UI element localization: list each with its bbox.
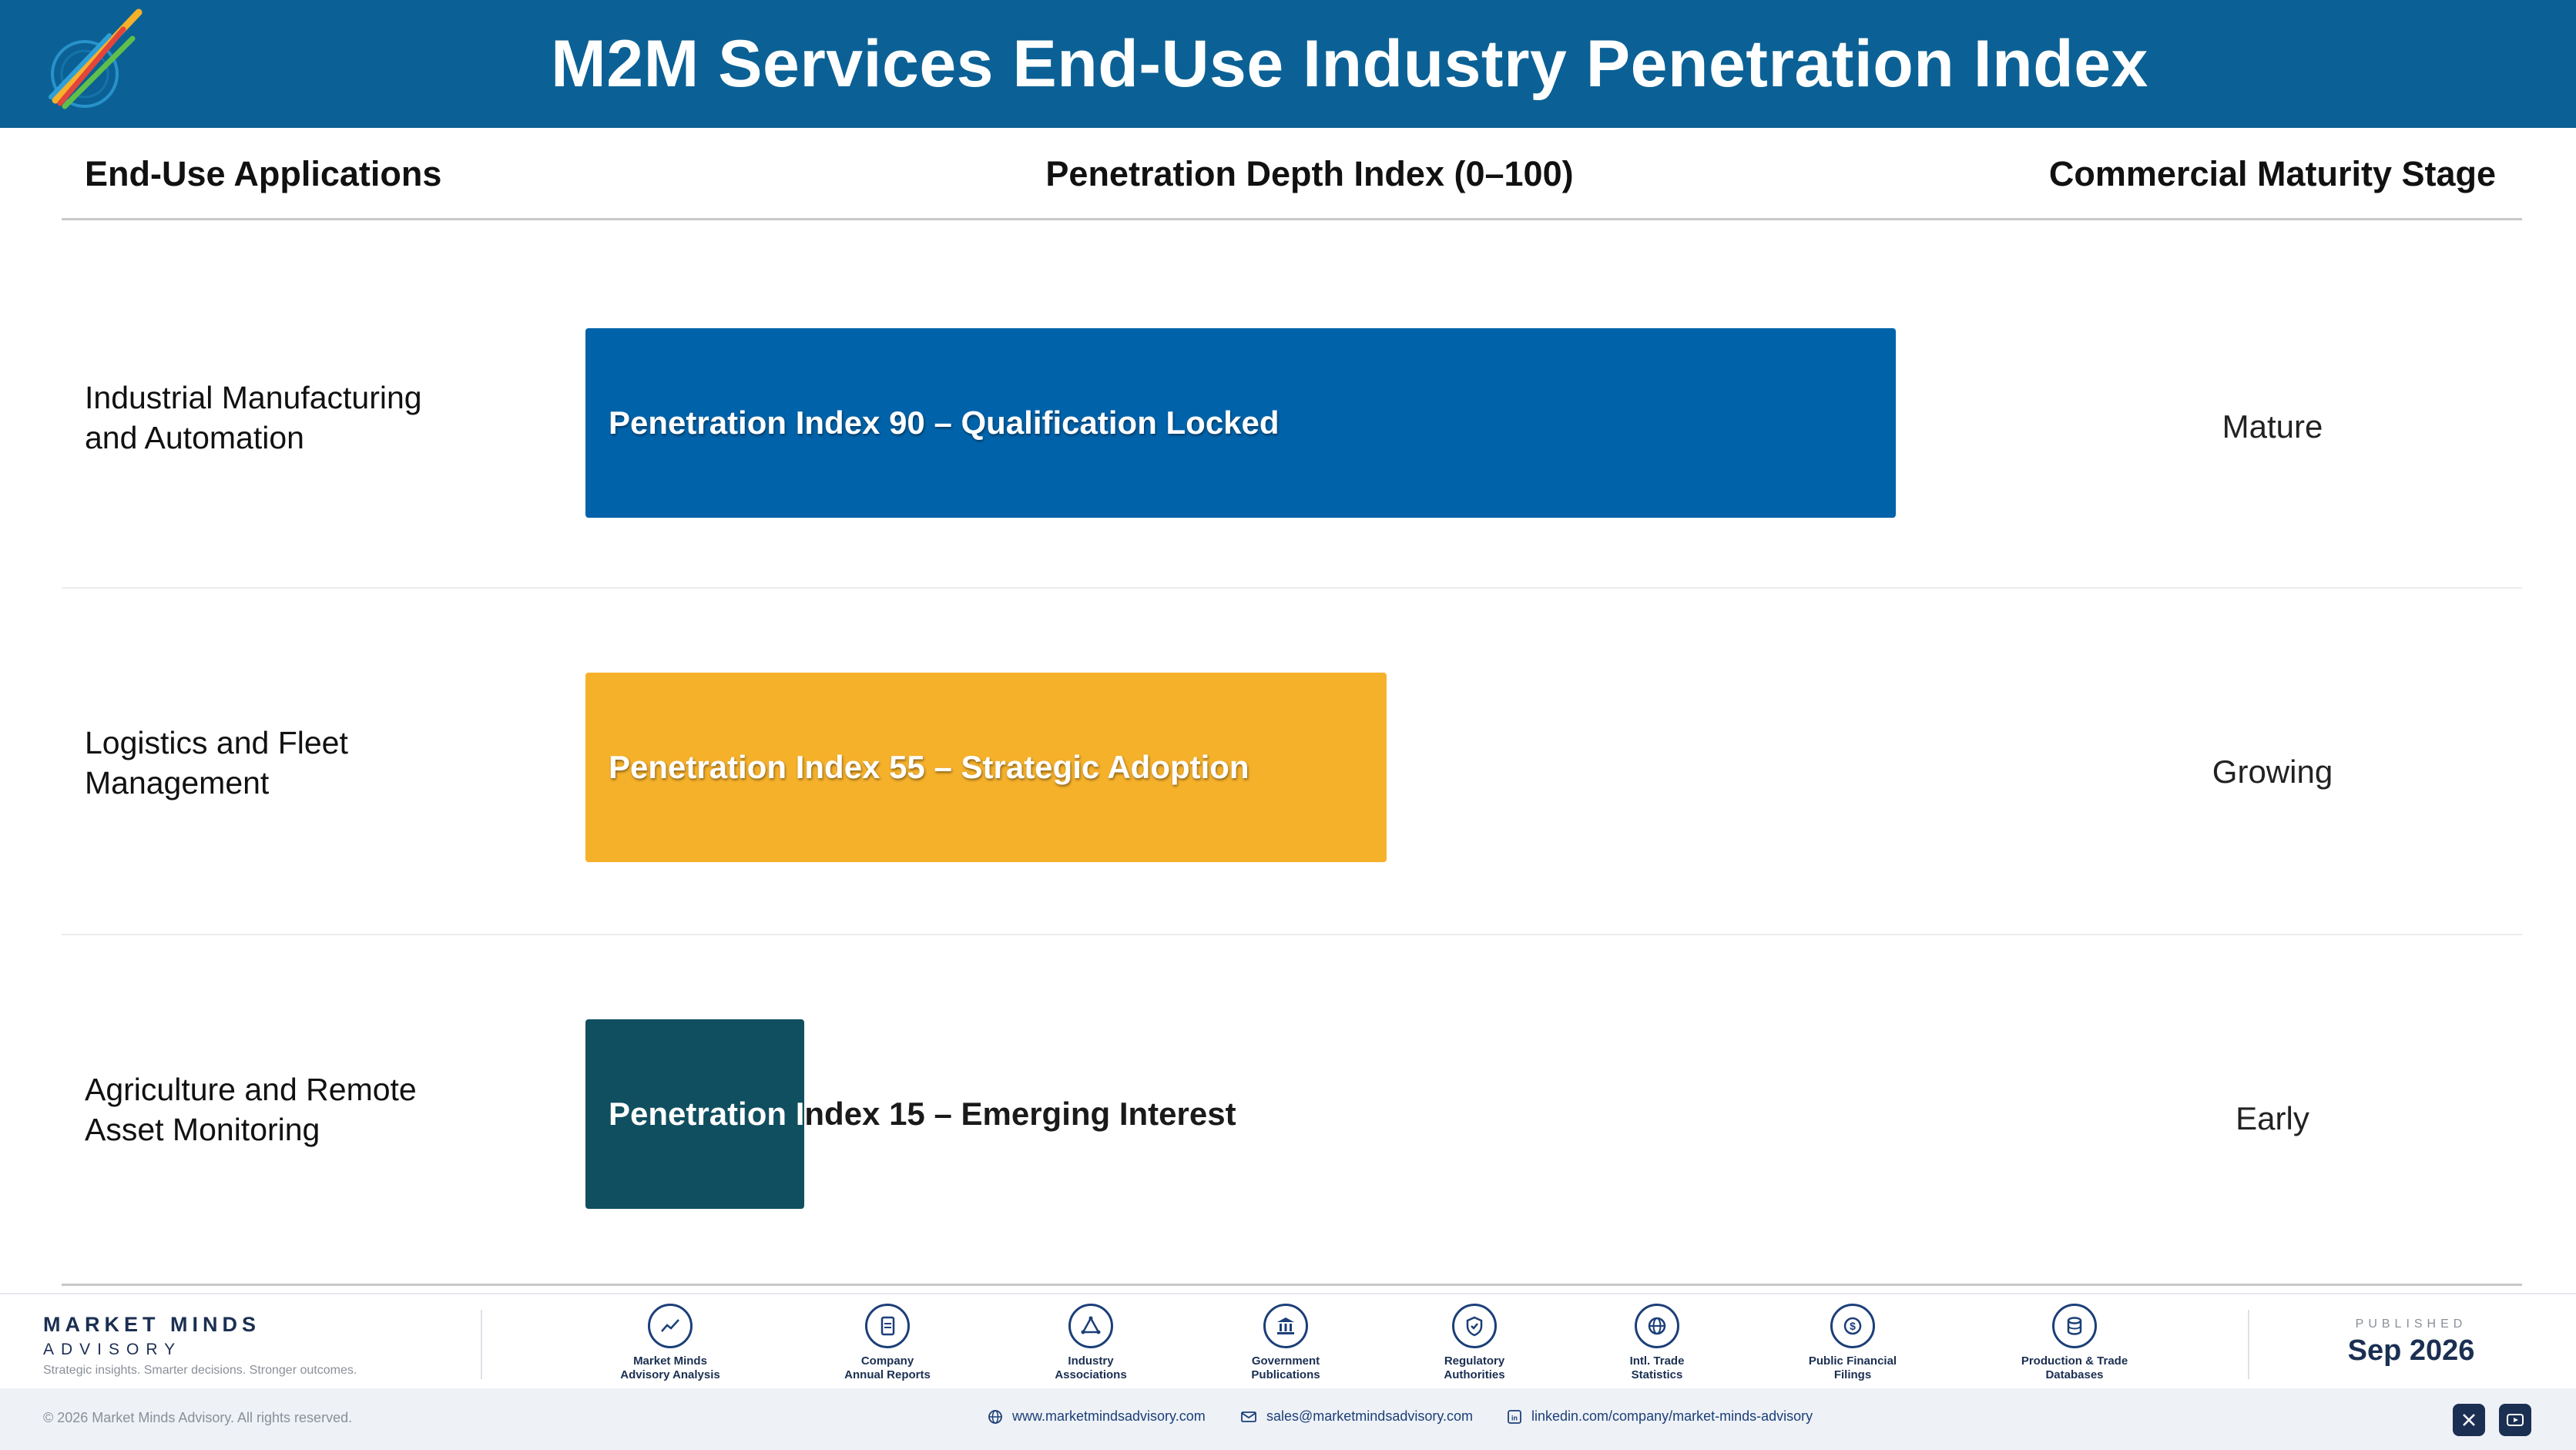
table-bottom-divider — [62, 1284, 2522, 1286]
dollar-coin-icon: $ — [1830, 1304, 1875, 1348]
network-icon — [1068, 1304, 1113, 1348]
source-market-minds: Market Minds Advisory Analysis — [578, 1304, 763, 1382]
x-social-button[interactable] — [2453, 1404, 2485, 1436]
sources-list: Market Minds Advisory Analysis Company Ann… — [0, 1294, 2576, 1390]
youtube-icon — [2507, 1414, 2524, 1426]
linkedin-icon: in — [1508, 1409, 1521, 1424]
source-production-databases: Production & Trade Databases — [1982, 1304, 2167, 1382]
youtube-social-button[interactable] — [2499, 1404, 2531, 1436]
svg-text:$: $ — [1850, 1320, 1856, 1332]
source-label: Production & Trade — [2021, 1354, 2128, 1368]
bar-label-logistics: Penetration Index 55 – Strategic Adoptio… — [609, 749, 1249, 785]
bar-label-industrial: Penetration Index 90 – Qualification Loc… — [609, 404, 1280, 441]
sub-footer: © 2026 Market Minds Advisory. All rights… — [0, 1388, 2576, 1450]
bar-industrial — [585, 328, 1896, 518]
column-header-applications: End-Use Applications — [85, 154, 442, 193]
stage-logistics: Growing — [2212, 754, 2333, 790]
bar-track-industrial: Penetration Index 90 – Qualification Loc… — [585, 328, 2226, 518]
page-title: M2M Services End-Use Industry Penetratio… — [551, 26, 2148, 101]
published-label: PUBLISHED — [2355, 1317, 2467, 1331]
website-text[interactable]: www.marketmindsadvisory.com — [1012, 1408, 1206, 1424]
source-label: Statistics — [1631, 1368, 1683, 1381]
document-icon — [865, 1304, 910, 1348]
government-building-icon — [1263, 1304, 1308, 1348]
source-label: Filings — [1833, 1368, 1872, 1381]
published-date: Sep 2026 — [2347, 1334, 2475, 1367]
header-divider — [62, 218, 2522, 220]
shield-check-icon — [1452, 1304, 1497, 1348]
email-link[interactable]: sales@marketmindsadvisory.com — [1240, 1408, 1473, 1425]
source-label: Annual Reports — [844, 1368, 931, 1381]
brand-name: MARKET MINDS — [43, 1313, 260, 1336]
bar-agriculture — [585, 1019, 804, 1209]
source-label: Company — [860, 1354, 914, 1368]
company-logo-icon — [49, 8, 143, 109]
bar-logistics — [585, 673, 1387, 862]
copyright-text: © 2026 Market Minds Advisory. All rights… — [43, 1410, 353, 1425]
row-label-line: Management — [85, 765, 270, 801]
footer-divider — [2248, 1310, 2249, 1379]
source-financial-filings: $ Public Financial Filings — [1760, 1304, 1945, 1382]
source-regulatory-authorities: Regulatory Authorities — [1382, 1304, 1567, 1382]
svg-text:in: in — [1511, 1414, 1518, 1421]
bar-label-agriculture: Penetration Index 15 – Emerging Interest — [609, 1096, 1236, 1132]
row-divider — [62, 587, 2522, 589]
source-label: Industry — [1068, 1354, 1114, 1368]
bar-track-agriculture: Penetration Index 15 – Emerging Interest… — [585, 1019, 2226, 1209]
globe-icon — [988, 1409, 1002, 1424]
stage-industrial: Mature — [2222, 408, 2323, 445]
brand-tagline: Strategic insights. Smarter decisions. S… — [43, 1364, 357, 1377]
linkedin-link[interactable]: in linkedin.com/company/market-minds-adv… — [1507, 1408, 1813, 1425]
row-label-industrial: Industrial Manufacturing and Automation — [85, 378, 516, 458]
stage-agriculture: Early — [2236, 1100, 2309, 1136]
source-government-publications: Government Publications — [1193, 1304, 1378, 1382]
header-banner: M2M Services End-Use Industry Penetratio… — [0, 0, 2576, 128]
source-label: Market Minds — [633, 1354, 707, 1368]
source-label: Associations — [1055, 1368, 1127, 1381]
column-header-index: Penetration Depth Index (0–100) — [1045, 154, 1574, 193]
database-icon — [2052, 1304, 2097, 1348]
row-label-logistics: Logistics and Fleet Management — [85, 723, 516, 803]
brand-subtitle: ADVISORY — [43, 1341, 183, 1358]
source-label: Authorities — [1444, 1368, 1505, 1381]
source-label: Databases — [2045, 1368, 2104, 1381]
row-divider — [62, 934, 2522, 935]
row-label-line: Logistics and Fleet — [85, 725, 348, 760]
row-label-line: Industrial Manufacturing — [85, 380, 422, 415]
footer-bar: MARKET MINDS ADVISORY Strategic insights… — [0, 1293, 2576, 1388]
globe-icon — [1635, 1304, 1679, 1348]
linkedin-text[interactable]: linkedin.com/company/market-minds-adviso… — [1531, 1408, 1813, 1424]
row-label-line: Asset Monitoring — [85, 1112, 320, 1147]
x-icon — [2463, 1414, 2475, 1426]
row-label-line: and Automation — [85, 420, 304, 455]
source-trade-statistics: Intl. Trade Statistics — [1565, 1304, 1749, 1382]
trend-chart-icon — [648, 1304, 693, 1348]
row-label-agriculture: Agriculture and Remote Asset Monitoring — [85, 1069, 516, 1150]
website-link[interactable]: www.marketmindsadvisory.com — [988, 1408, 1206, 1425]
source-label: Publications — [1251, 1368, 1320, 1381]
row-label-line: Agriculture and Remote — [85, 1072, 417, 1107]
email-text[interactable]: sales@marketmindsadvisory.com — [1266, 1408, 1474, 1424]
source-label: Advisory Analysis — [620, 1368, 720, 1381]
source-label: Government — [1251, 1354, 1320, 1368]
source-label: Intl. Trade — [1629, 1354, 1685, 1368]
source-label: Regulatory — [1444, 1354, 1505, 1368]
source-label: Public Financial — [1808, 1354, 1897, 1368]
source-industry-associations: Industry Associations — [998, 1304, 1183, 1382]
footer-divider — [481, 1310, 482, 1379]
source-company-reports: Company Annual Reports — [795, 1304, 980, 1382]
bar-track-logistics: Penetration Index 55 – Strategic Adoptio… — [585, 673, 2226, 862]
mail-icon — [1241, 1411, 1256, 1422]
column-header-stage: Commercial Maturity Stage — [2048, 154, 2497, 193]
